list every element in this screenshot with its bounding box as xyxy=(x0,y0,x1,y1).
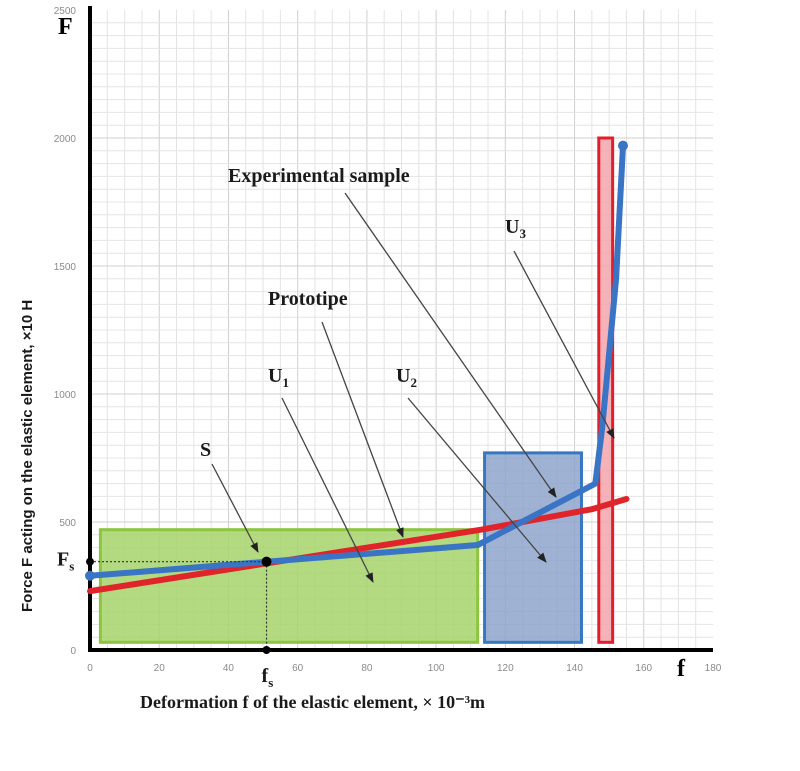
annotation-labels: Experimental sample Prototipe U1 U2 U3 Sfs Fs xyxy=(57,165,526,690)
x-tick-label: 80 xyxy=(361,663,373,674)
arrow-experimental-sample xyxy=(344,192,557,498)
series-startpoint xyxy=(85,570,95,581)
x-tick-label: 60 xyxy=(292,663,304,674)
energy-regions xyxy=(98,136,615,644)
x-tick-label: 20 xyxy=(154,663,166,674)
x-tick-label: 0 xyxy=(87,663,93,674)
series-endpoint xyxy=(618,140,629,151)
y-tick-label: 0 xyxy=(70,646,76,657)
arrow-u3 xyxy=(513,250,615,439)
x-tick-label: 40 xyxy=(223,663,235,674)
y-tick-label: 1000 xyxy=(54,390,77,401)
x-tick-label: 140 xyxy=(566,663,583,674)
label-u3: U3 xyxy=(505,216,526,241)
y-axis-letter: F xyxy=(58,14,73,40)
y-tick-label: 2000 xyxy=(54,134,77,145)
arrow-prototipe xyxy=(321,321,404,538)
arrow-s xyxy=(211,463,259,553)
region-u2 xyxy=(483,451,583,644)
s-point-guides xyxy=(86,556,272,654)
Fs-axis-marker xyxy=(86,557,94,566)
label-Fs: Fs xyxy=(57,549,74,574)
x-tick-label: 160 xyxy=(635,663,652,674)
y-tick-label: 500 xyxy=(59,518,76,529)
point-s-marker xyxy=(261,556,272,567)
y-tick-label: 2500 xyxy=(54,6,77,17)
label-fs: fs xyxy=(262,665,274,690)
y-axis-label: Force F acting on the elastic element, ×… xyxy=(19,300,36,612)
x-axis-letter: f xyxy=(677,656,686,682)
label-experimental-sample: Experimental sample xyxy=(228,165,410,187)
tick-labels: 0 20 40 60 80 100 120 140 160 180 0 500 1000 1500 2000… xyxy=(54,6,722,674)
x-tick-label: 120 xyxy=(497,663,514,674)
fs-axis-marker xyxy=(262,646,271,654)
arrow-u2 xyxy=(407,397,547,563)
label-u1: U1 xyxy=(268,365,289,390)
label-u2: U2 xyxy=(396,365,417,390)
chart-axes xyxy=(88,6,713,652)
arrow-u1 xyxy=(281,397,374,583)
x-tick-label: 180 xyxy=(705,663,722,674)
x-tick-label: 100 xyxy=(428,663,445,674)
label-prototipe: Prototipe xyxy=(268,288,348,310)
x-axis-label: Deformation f of the elastic element, × … xyxy=(140,692,485,712)
label-s: S xyxy=(200,439,211,461)
series-line-experimental-sample xyxy=(87,142,627,579)
annotation-arrows xyxy=(211,192,615,583)
y-tick-label: 1500 xyxy=(54,262,77,273)
chart-series xyxy=(85,140,630,595)
